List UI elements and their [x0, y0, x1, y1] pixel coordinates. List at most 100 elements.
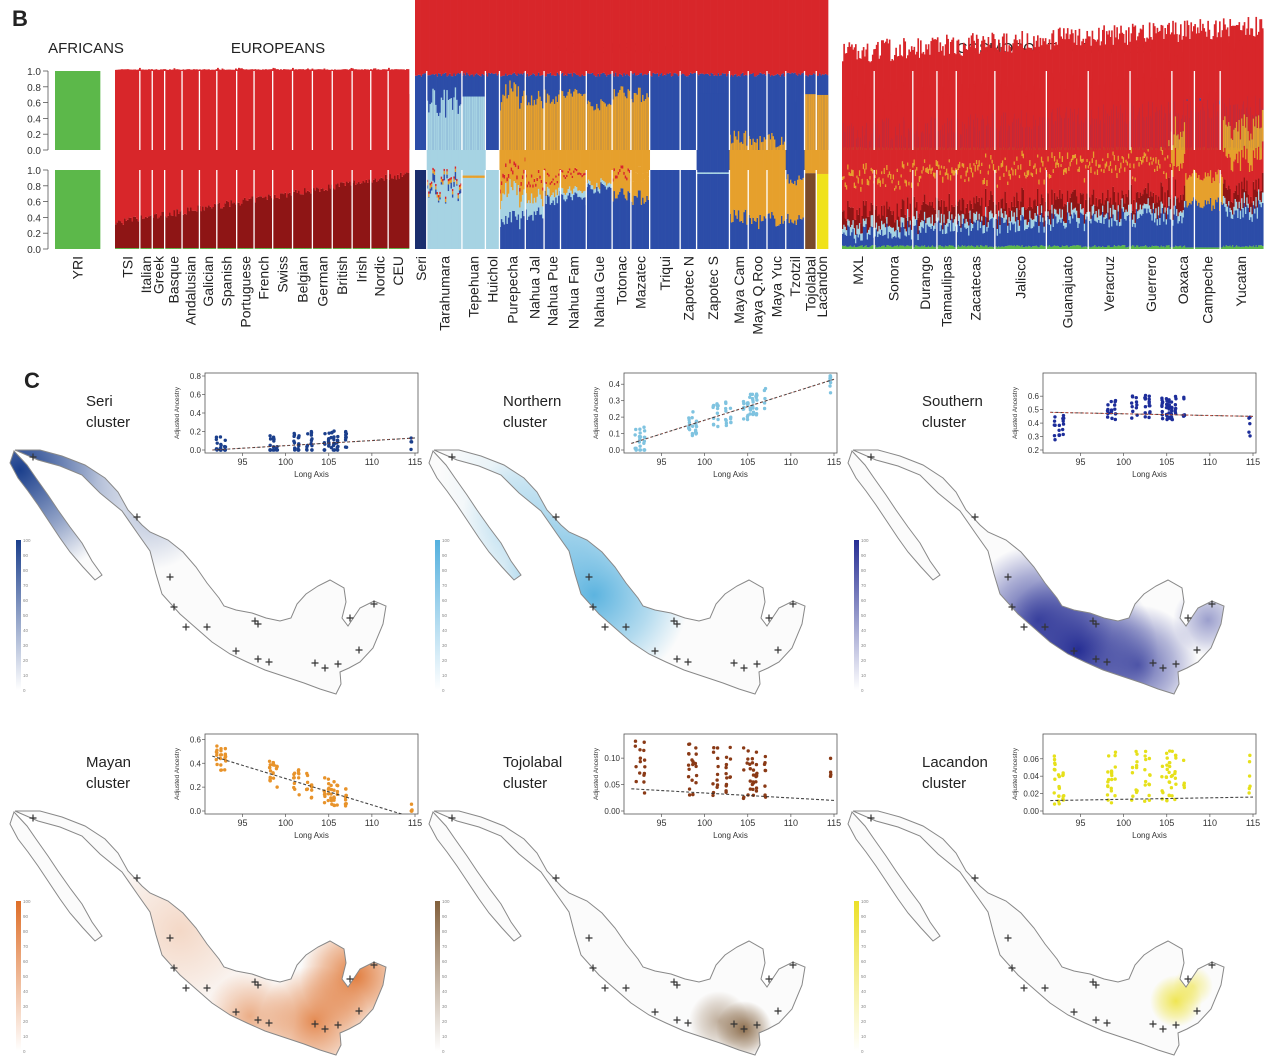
ancestry-bar: [939, 91, 942, 171]
ancestry-bar: [474, 0, 477, 75]
ancestry-bar: [573, 170, 575, 173]
ancestry-bar: [1085, 164, 1087, 169]
ancestry-bar: [1082, 161, 1085, 194]
ancestry-bar: [536, 177, 539, 182]
ancestry-bar: [594, 0, 597, 77]
ancestry-bar: [1017, 200, 1020, 221]
ancestry-bar: [798, 96, 801, 176]
ancestry-bar: [533, 211, 536, 249]
ancestry-bar: [651, 76, 653, 150]
ancestry-bar: [1004, 246, 1007, 249]
ancestry-bar: [377, 248, 380, 249]
ancestry-bar: [241, 203, 243, 249]
ancestry-bar: [676, 170, 679, 249]
ancestry-bar: [553, 197, 556, 206]
ancestry-bar: [451, 0, 454, 77]
ancestry-bar: [792, 183, 795, 224]
ancestry-bar: [506, 197, 509, 224]
ancestry-bar: [173, 68, 176, 148]
ancestry-bar: [512, 91, 514, 171]
ancestry-bar: [1077, 227, 1079, 246]
ancestry-bar: [614, 178, 617, 199]
ancestry-bar: [167, 215, 170, 249]
ancestry-bar: [1104, 214, 1107, 219]
ancestry-bar: [343, 182, 345, 249]
ancestry-bar: [503, 174, 506, 179]
ancestry-bar: [220, 69, 222, 149]
ancestry-bar: [1099, 246, 1102, 249]
ancestry-bar: [292, 112, 294, 192]
ancestry-bar: [314, 111, 317, 191]
ancestry-bar: [564, 176, 567, 180]
ancestry-bar: [419, 170, 421, 249]
ancestry-bar: [429, 104, 432, 184]
ancestry-bar: [697, 173, 700, 249]
ancestry-bar: [514, 0, 517, 75]
ancestry-bar: [320, 69, 323, 149]
ancestry-bar: [716, 93, 718, 173]
ancestry-bar: [791, 222, 794, 249]
ancestry-bar: [1096, 206, 1099, 218]
ancestry-bar: [446, 169, 449, 172]
ancestry-bar: [1070, 79, 1073, 159]
ancestry-bar: [948, 162, 951, 194]
ancestry-bar: [268, 69, 270, 149]
ancestry-bar: [440, 176, 443, 179]
ancestry-bar: [552, 192, 555, 201]
ancestry-bar: [290, 69, 293, 149]
ancestry-bar: [1029, 160, 1031, 166]
ancestry-bar: [891, 180, 894, 184]
ancestry-bar: [214, 124, 216, 204]
ancestry-bar: [887, 177, 890, 210]
ancestry-bar: [961, 198, 964, 214]
ancestry-bar: [1064, 39, 1066, 119]
ancestry-bar: [1030, 93, 1033, 173]
ancestry-bar: [949, 41, 952, 121]
ancestry-bar: [930, 89, 933, 169]
ancestry-bar: [760, 142, 763, 222]
ancestry-bar: [379, 100, 381, 180]
ancestry-bar: [739, 0, 741, 77]
ancestry-bar: [882, 235, 884, 246]
ancestry-bar: [131, 142, 134, 222]
ancestry-bar: [217, 248, 219, 249]
ancestry-bar: [642, 173, 644, 198]
ancestry-bar: [1098, 199, 1100, 210]
ancestry-bar: [196, 69, 198, 149]
ancestry-bar: [855, 234, 857, 244]
ancestry-bar: [1021, 245, 1024, 249]
ancestry-bar: [633, 195, 636, 249]
ancestry-bar: [957, 85, 960, 165]
ancestry-bar: [277, 198, 279, 249]
ancestry-bar: [1096, 39, 1099, 119]
ancestry-bar: [1000, 246, 1003, 249]
ancestry-bar: [458, 190, 461, 194]
ancestry-bar: [1076, 79, 1078, 159]
ancestry-bar: [520, 181, 523, 186]
ancestry-bar: [206, 128, 209, 208]
ancestry-bar: [566, 177, 568, 193]
ancestry-bar: [804, 94, 807, 174]
ancestry-bar: [765, 75, 767, 150]
ancestry-bar: [601, 180, 604, 184]
ancestry-bar: [908, 102, 910, 182]
ancestry-bar: [771, 74, 773, 150]
ancestry-bar: [729, 76, 732, 150]
ancestry-bar: [960, 96, 962, 176]
ancestry-bar: [792, 104, 795, 184]
ancestry-bar: [314, 190, 317, 249]
ancestry-bar: [1035, 174, 1038, 206]
ancestry-bar: [422, 170, 424, 249]
ancestry-bar: [1021, 187, 1024, 208]
ancestry-bar: [960, 210, 962, 228]
ancestry-bar: [509, 80, 512, 160]
ancestry-bar: [981, 220, 983, 246]
ancestry-bar: [1000, 167, 1003, 200]
ancestry-bar: [894, 54, 896, 134]
ancestry-bar: [922, 87, 925, 167]
ancestry-bar: [908, 216, 910, 228]
ancestry-bar: [628, 90, 631, 170]
ancestry-bar: [998, 210, 1000, 217]
ancestry-bar: [259, 248, 261, 249]
ancestry-bar: [1124, 245, 1126, 249]
